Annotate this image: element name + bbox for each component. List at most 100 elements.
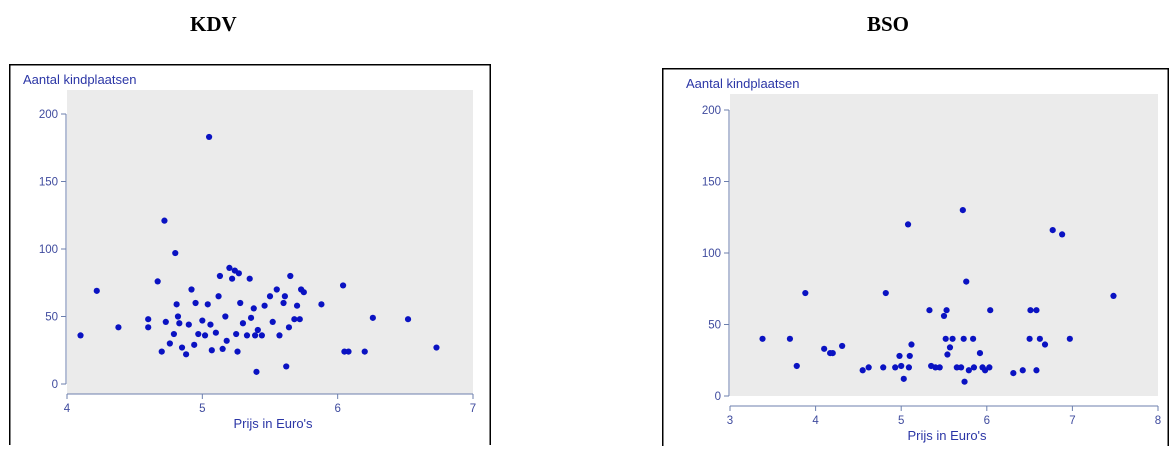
kdv-data-point [204,301,211,308]
kdv-data-point [291,316,298,323]
kdv-data-point [318,301,325,308]
kdv-chart-frame [9,64,491,445]
bso-data-point [892,364,899,371]
kdv-x-tick-label: 5 [199,403,205,415]
kdv-data-point [361,348,368,355]
bso-data-point [1110,292,1117,299]
kdv-data-point [253,368,260,375]
bso-data-point [829,350,836,357]
kdv-data-point [206,133,213,141]
kdv-data-point [239,320,247,327]
bso-data-point [821,345,828,352]
bso-chart-frame [662,68,1169,446]
kdv-data-point [254,326,261,334]
kdv-data-point [280,299,287,307]
bso-data-point [898,362,905,370]
kdv-data-point [300,289,307,296]
kdv-data-point [229,275,236,282]
bso-data-point [1033,307,1040,314]
kdv-data-point [162,318,169,325]
bso-data-point [793,362,800,370]
bso-data-point [976,350,984,357]
kdv-data-point [215,293,222,300]
kdv-data-point [404,316,412,323]
kdv-data-point [269,318,276,325]
bso-data-point [963,278,970,285]
kdv-data-point [161,217,168,224]
kdv-x-tick-label: 7 [470,403,476,415]
kdv-data-point [222,313,229,320]
bso-data-point [958,364,965,371]
kdv-data-point [77,332,84,339]
bso-data-point [865,364,872,371]
bso-data-point [965,367,972,374]
kdv-data-point [185,321,192,328]
bso-data-point [959,207,966,214]
kdv-data-point [287,272,294,280]
bso-data-point [1041,341,1049,348]
bso-y-tick-label: 150 [702,177,721,189]
bso-data-point [759,335,766,342]
kdv-y-tick-label: 100 [39,244,58,256]
bso-data-point [802,289,809,297]
bso-data-point [1049,227,1056,234]
bso-data-point [970,335,977,342]
kdv-y-tick-label: 150 [39,177,58,189]
kdv-data-point [208,347,215,354]
kdv-data-point [172,249,179,257]
bso-data-point [949,335,956,342]
kdv-data-point [182,351,190,358]
kdv-data-point [250,305,257,312]
kdv-y-tick-label: 50 [45,312,58,324]
kdv-data-point [433,344,440,351]
kdv-data-point [235,270,242,277]
bso-y-tick-label: 200 [702,105,721,117]
bso-y-tick-label: 0 [715,391,721,403]
bso-data-point [961,378,968,385]
kdv-data-point [258,332,265,339]
kdv-x-tick-label: 4 [64,403,71,415]
kdv-data-point [339,282,347,289]
kdv-y-tick-label: 0 [52,379,58,391]
kdv-data-point [219,345,226,352]
kdv-data-point [234,348,241,355]
bso-data-point [1036,335,1043,342]
bso-y-axis-title: Aantal kindplaatsen [686,76,799,91]
bso-data-point [1010,370,1017,377]
kdv-data-point [195,330,202,338]
kdv-data-point [145,316,152,323]
kdv-x-axis-title: Prijs in Euro's [233,416,313,431]
kdv-data-point [345,348,352,355]
bso-data-point [839,342,846,350]
bso-x-tick-label: 8 [1155,415,1161,427]
kdv-data-point [192,299,199,307]
bso-data-point [970,364,978,371]
kdv-data-point [266,293,274,300]
bso-data-point [880,364,887,371]
bso-x-tick-label: 3 [727,415,733,427]
bso-data-point [944,351,951,358]
bso-data-point [953,364,960,371]
bso-scatter-svg: 0 50 100 150 200 3 4 5 6 7 8 Aantal kindplaatsen Pri… [662,68,1169,446]
kdv-data-point [170,330,178,338]
kdv-data-point [201,332,209,339]
kdv-data-point [158,348,165,355]
kdv-data-point [276,332,283,339]
bso-data-point [1027,307,1034,314]
kdv-y-axis-title: Aantal kindplaatsen [23,72,136,87]
bso-data-point [786,335,794,342]
bso-data-point [859,367,866,374]
kdv-scatter-svg: 0 50 100 150 200 4 5 6 7 Aantal kindplaatsen Prijs… [9,64,491,445]
kdv-data-point [293,302,301,309]
bso-data-point [932,364,939,371]
kdv-data-point [273,286,280,293]
kdv-data-point [176,320,183,327]
bso-data-point [908,341,915,348]
kdv-data-point [247,314,255,321]
kdv-data-point [243,332,251,339]
bso-data-point [1066,335,1073,342]
bso-data-point [960,335,967,342]
bso-plot-area [730,94,1158,396]
bso-chart-heading: BSO [867,12,910,36]
kdv-data-point [216,272,224,280]
